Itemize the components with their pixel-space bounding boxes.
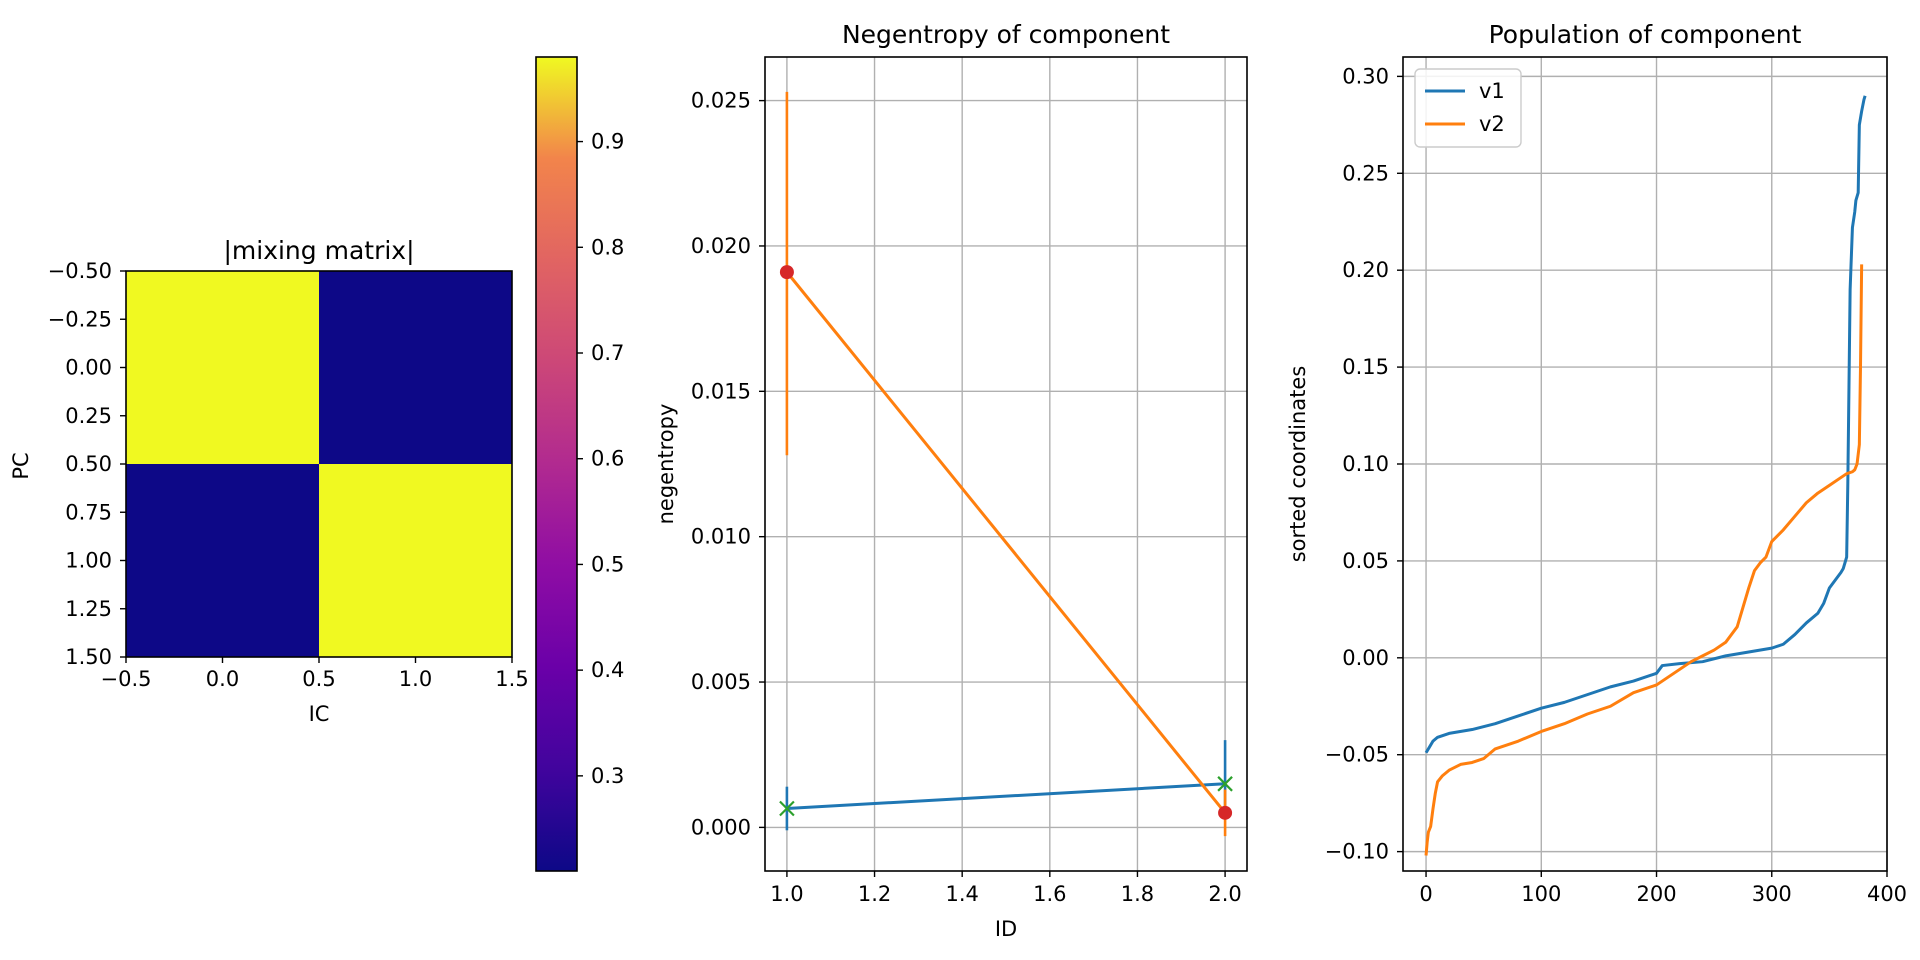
x-tick-label: 0.5 — [302, 667, 335, 691]
negentropy-y-ticks: 0.000 0.005 0.010 0.015 0.020 0.025 — [691, 89, 765, 839]
heatmap-y-label: PC — [9, 452, 33, 479]
colorbar-tick-label: 0.9 — [591, 130, 624, 154]
legend-label: v2 — [1479, 112, 1505, 136]
mixing-matrix-panel: |mixing matrix| −0.5 0.0 0.5 1.0 1.5 −0.50−0… — [9, 236, 529, 726]
point-marker-circle — [1218, 805, 1233, 820]
y-tick-label: 0.00 — [65, 356, 112, 380]
y-tick-label: 0.20 — [1342, 258, 1389, 282]
y-tick-label: 0.10 — [1342, 452, 1389, 476]
x-tick-label: 1.0 — [399, 667, 432, 691]
population-panel: Population of component 0 100 200 300 400 −0… — [1286, 20, 1907, 906]
y-tick-label: 1.50 — [65, 645, 112, 669]
x-tick-label: 200 — [1636, 882, 1676, 906]
x-tick-label: 2.0 — [1208, 882, 1241, 906]
y-tick-label: 0.25 — [1342, 161, 1389, 185]
x-tick-label: 1.0 — [770, 882, 803, 906]
colorbar-tick-label: 0.5 — [591, 552, 624, 576]
heatmap-cell — [319, 464, 512, 657]
population-y-ticks: −0.10 −0.05 0.00 0.05 0.10 0.15 0.20 0.25 0.30 — [1325, 64, 1403, 864]
series-line-v2 — [1424, 264, 1864, 856]
colorbar-tick-label: 0.6 — [591, 447, 624, 471]
series-line-v1 — [1424, 95, 1867, 754]
population-grid — [1403, 57, 1888, 871]
colorbar-tick-label: 0.3 — [591, 764, 624, 788]
heatmap-x-ticks: −0.5 0.0 0.5 1.0 1.5 — [101, 657, 529, 691]
heatmap-title: |mixing matrix| — [223, 236, 414, 265]
heatmap-cell — [319, 271, 512, 464]
series-line-1 — [785, 271, 1227, 814]
x-tick-label: 1.6 — [1033, 882, 1066, 906]
negentropy-panel: Negentropy of component 1.0 1.2 1.4 1.6 1.8 2… — [654, 20, 1248, 941]
colorbar: 0.3 0.4 0.5 0.6 0.7 0.8 0.9 — [535, 56, 624, 872]
y-tick-label: 1.25 — [65, 597, 112, 621]
y-tick-label: 0.05 — [1342, 549, 1389, 573]
negentropy-grid — [765, 57, 1247, 871]
series-line-0 — [786, 782, 1226, 810]
population-series — [1424, 95, 1867, 856]
x-tick-label: 1.4 — [945, 882, 978, 906]
y-tick-label: 0.30 — [1342, 64, 1389, 88]
colorbar-tick-label: 0.4 — [591, 658, 624, 682]
y-tick-label: −0.10 — [1325, 840, 1389, 864]
x-tick-label: 300 — [1752, 882, 1792, 906]
point-marker-x — [779, 800, 795, 817]
x-tick-label: 100 — [1521, 882, 1561, 906]
y-tick-label: −0.50 — [48, 259, 112, 283]
heatmap-cell — [126, 464, 319, 657]
negentropy-title: Negentropy of component — [842, 20, 1170, 49]
population-x-ticks: 0 100 200 300 400 — [1419, 871, 1907, 906]
negentropy-frame — [764, 56, 1248, 872]
y-tick-label: 0.25 — [65, 404, 112, 428]
x-tick-label: 0.0 — [206, 667, 239, 691]
colorbar-tick-label: 0.8 — [591, 235, 624, 259]
x-tick-label: 1.2 — [858, 882, 891, 906]
heatmap-x-label: IC — [309, 702, 330, 726]
y-tick-label: 0.15 — [1342, 355, 1389, 379]
colorbar-gradient — [535, 56, 578, 872]
x-tick-label: 1.5 — [495, 667, 528, 691]
negentropy-x-ticks: 1.0 1.2 1.4 1.6 1.8 2.0 — [770, 871, 1242, 906]
heatmap-y-ticks: −0.50 −0.25 0.00 0.25 0.50 0.75 1.00 1.25 1.50 — [48, 259, 126, 669]
negentropy-x-label: ID — [995, 917, 1017, 941]
y-tick-label: 0.010 — [691, 525, 751, 549]
y-tick-label: 0.005 — [691, 670, 751, 694]
y-tick-label: 0.000 — [691, 815, 751, 839]
colorbar-ticks: 0.3 0.4 0.5 0.6 0.7 0.8 0.9 — [577, 130, 624, 788]
y-tick-label: 0.025 — [691, 89, 751, 113]
population-y-label: sorted coordinates — [1286, 366, 1310, 563]
point-marker-x — [1217, 776, 1233, 792]
y-tick-label: 0.00 — [1342, 646, 1389, 670]
x-tick-label: −0.5 — [101, 667, 152, 691]
colorbar-tick-label: 0.7 — [591, 341, 624, 365]
x-tick-label: 0 — [1419, 882, 1432, 906]
x-tick-label: 400 — [1867, 882, 1907, 906]
y-tick-label: 1.00 — [65, 549, 112, 573]
population-title: Population of component — [1489, 20, 1802, 49]
negentropy-y-label: negentropy — [654, 404, 678, 525]
y-tick-label: 0.020 — [691, 234, 751, 258]
legend-label: v1 — [1479, 79, 1505, 103]
point-marker-circle — [779, 265, 794, 280]
heatmap-cell — [126, 271, 319, 464]
legend-box — [1414, 68, 1522, 148]
y-tick-label: −0.05 — [1325, 743, 1389, 767]
y-tick-label: 0.75 — [65, 500, 112, 524]
y-tick-label: 0.015 — [691, 379, 751, 403]
negentropy-series — [779, 91, 1233, 837]
y-tick-label: 0.50 — [65, 452, 112, 476]
x-tick-label: 1.8 — [1121, 882, 1154, 906]
y-tick-label: −0.25 — [48, 307, 112, 331]
heatmap-cells — [126, 271, 512, 657]
